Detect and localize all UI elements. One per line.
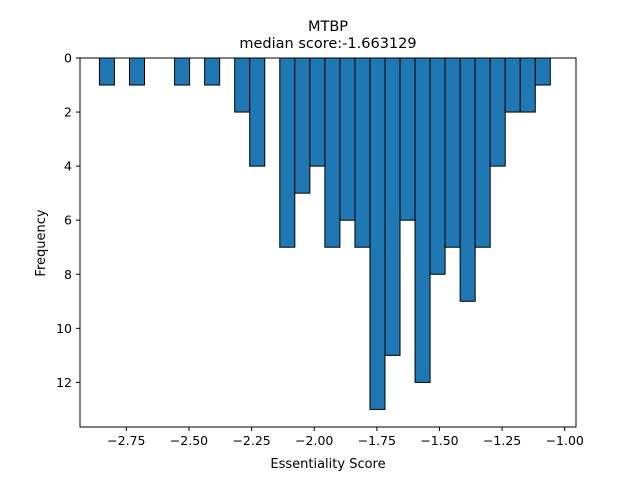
plot-frame xyxy=(79,57,577,428)
histogram-bar xyxy=(249,57,266,167)
histogram-bar xyxy=(174,57,191,86)
x-tick-label: −2.50 xyxy=(170,433,208,448)
chart-subtitle: median score:-1.663129 xyxy=(239,36,416,52)
histogram-bar xyxy=(399,57,416,221)
histogram-bar xyxy=(128,57,146,86)
histogram-bar xyxy=(324,57,341,248)
histogram-bar xyxy=(489,57,506,167)
histogram-bar xyxy=(354,57,371,248)
histogram-bar xyxy=(369,57,386,410)
x-tick-label: −1.00 xyxy=(546,433,584,448)
histogram-bar xyxy=(98,57,115,86)
bars-layer xyxy=(98,57,551,410)
y-tick-label: 2 xyxy=(64,105,72,120)
histogram-bar xyxy=(504,57,521,113)
x-tick-label: −2.00 xyxy=(295,433,333,448)
chart-title: MTBP xyxy=(308,19,348,35)
y-axis-label: Frequency xyxy=(34,209,49,276)
y-tick-label: 0 xyxy=(64,51,72,66)
x-tick-label: −2.75 xyxy=(107,433,145,448)
y-axis-ticks: 0 2 4 6 8 10 12 xyxy=(56,51,80,390)
histogram-bar xyxy=(519,57,536,113)
histogram-bar xyxy=(279,57,296,248)
y-tick-label: 6 xyxy=(64,213,72,228)
histogram-bar xyxy=(384,57,401,356)
histogram-bar xyxy=(204,57,221,86)
y-tick-label: 8 xyxy=(64,267,72,282)
y-tick-label: 12 xyxy=(56,375,72,390)
histogram-bar xyxy=(459,57,476,302)
x-tick-label: −2.25 xyxy=(232,433,270,448)
y-tick-label: 10 xyxy=(56,321,72,336)
x-tick-label: −1.50 xyxy=(420,433,458,448)
histogram-bar xyxy=(414,57,431,383)
histogram-bar xyxy=(444,57,461,248)
x-axis-label: Essentiality Score xyxy=(270,457,385,472)
histogram-bar xyxy=(234,57,251,113)
y-tick-label: 4 xyxy=(64,159,72,174)
histogram-bar xyxy=(429,57,446,275)
histogram-bar xyxy=(474,57,491,248)
histogram-bar xyxy=(339,57,356,221)
histogram-bar xyxy=(534,57,551,86)
x-tick-label: −1.75 xyxy=(358,433,396,448)
x-tick-label: −1.25 xyxy=(483,433,521,448)
histogram-bar xyxy=(294,57,311,194)
histogram-bar xyxy=(309,57,326,167)
x-axis-ticks: −2.75 −2.50 −2.25 −2.00 −1.75 −1.50 −1.25 −1.00 xyxy=(107,427,584,448)
